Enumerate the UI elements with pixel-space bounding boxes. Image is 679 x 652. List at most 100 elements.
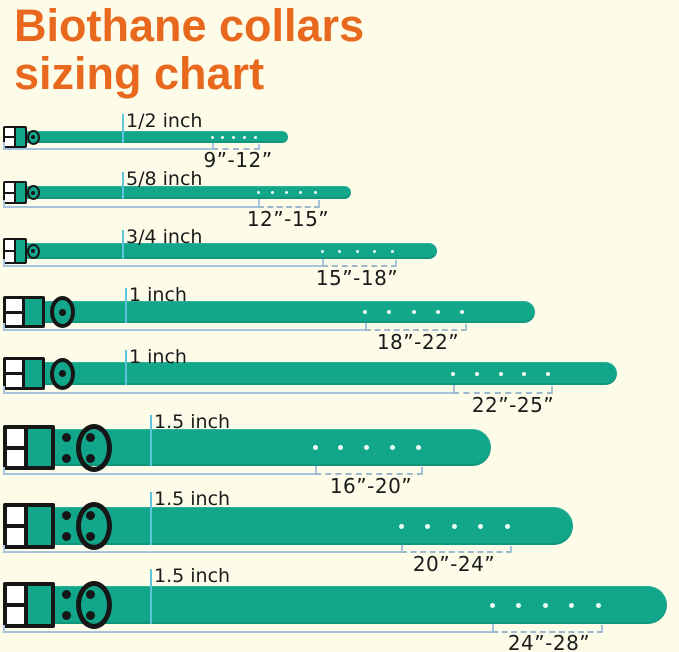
rivet-dot	[61, 432, 71, 442]
buckle-window-top	[6, 360, 22, 372]
bracket-dashed-line	[258, 206, 320, 208]
collar-strap	[4, 301, 535, 323]
collar-strap	[4, 586, 667, 624]
buckle-keeper	[16, 183, 25, 202]
collar-hole	[398, 523, 404, 529]
bracket-mid-tick	[258, 199, 260, 208]
buckle-keeper	[28, 429, 51, 466]
buckle-keeper	[16, 240, 25, 262]
d-ring	[76, 581, 112, 629]
collar-hole	[504, 523, 510, 529]
collar-hole	[390, 249, 394, 253]
width-tick	[125, 288, 127, 323]
bracket-dashed-line	[212, 148, 260, 150]
bracket-mid-tick	[365, 323, 367, 331]
bracket-left-tick	[3, 200, 5, 208]
size-range-label: 22”-25”	[471, 393, 555, 417]
rivet-dot	[61, 611, 71, 620]
buckle-window-top	[5, 240, 14, 250]
bracket-mid-tick	[315, 466, 317, 475]
rivet-dot	[61, 532, 71, 541]
collar-hole	[425, 523, 430, 529]
collar-hole	[435, 310, 440, 314]
bracket-line	[3, 551, 401, 553]
bracket-end-tick	[395, 260, 397, 267]
collar-hole	[542, 602, 548, 608]
bracket-line	[3, 473, 315, 475]
bracket-dashed-line	[322, 265, 397, 267]
bracket-dashed-line	[492, 631, 603, 633]
bracket-end-tick	[551, 386, 553, 394]
bracket-dashed-line	[315, 473, 423, 475]
collar-hole	[242, 135, 246, 139]
collar-hole	[338, 249, 341, 253]
collar-hole	[253, 135, 257, 139]
collar-hole	[355, 249, 359, 253]
bracket-end-tick	[318, 200, 320, 208]
bracket-line	[3, 265, 322, 267]
width-label: 1.5 inch	[154, 488, 231, 510]
width-tick	[150, 569, 152, 624]
size-range-label: 18”-22”	[376, 330, 460, 354]
bracket-end-tick	[510, 546, 512, 553]
bracket-end-tick	[601, 625, 603, 633]
bracket-mid-tick	[453, 385, 455, 394]
width-label: 3/4 inch	[126, 226, 203, 248]
bracket-dashed-line	[401, 551, 512, 553]
collar-hole	[389, 445, 395, 450]
rivet-dot	[61, 590, 71, 599]
buckle-window-top	[7, 429, 24, 446]
collar-hole	[522, 371, 527, 376]
width-tick	[150, 415, 152, 466]
ring-pin	[31, 135, 35, 139]
collar-strap	[4, 362, 617, 385]
bracket-line	[3, 329, 365, 331]
buckle-window-bottom	[6, 375, 22, 387]
buckle-window-top	[6, 299, 22, 311]
collar-strap	[4, 131, 288, 143]
collar-hole	[221, 135, 225, 139]
collar-strap	[4, 186, 351, 199]
collar-hole	[498, 371, 503, 376]
width-label: 1 inch	[129, 284, 187, 306]
bracket-left-tick	[3, 467, 5, 475]
bracket-left-tick	[3, 323, 5, 331]
buckle-keeper	[25, 360, 42, 387]
bracket-mid-tick	[401, 545, 403, 553]
buckle-window-bottom	[6, 313, 22, 325]
bracket-left-tick	[3, 142, 5, 150]
buckle-keeper	[25, 299, 42, 325]
collar-hole	[489, 602, 495, 608]
width-label: 1.5 inch	[154, 565, 231, 587]
width-label: 5/8 inch	[126, 168, 203, 190]
bracket-line	[3, 392, 453, 394]
collar-hole	[451, 523, 457, 529]
buckle-keeper	[28, 586, 51, 624]
bracket-left-tick	[3, 625, 5, 633]
d-ring	[76, 502, 112, 550]
bracket-line	[3, 631, 492, 633]
collar-hole	[338, 445, 344, 450]
size-range-label: 16”-20”	[329, 474, 413, 498]
buckle-window-bottom	[5, 193, 14, 202]
collar-hole	[256, 191, 260, 194]
buckle-window-bottom	[7, 607, 24, 624]
size-range-label: 15”-18”	[315, 266, 399, 290]
collar-hole	[474, 371, 479, 376]
collar-hole	[270, 191, 274, 194]
ring-pin	[31, 249, 35, 253]
bracket-end-tick	[465, 324, 467, 331]
bracket-dashed-line	[365, 329, 467, 331]
buckle-window-top	[7, 586, 24, 603]
collar-hole	[299, 191, 303, 194]
collar-hole	[363, 310, 367, 314]
collar-hole	[460, 310, 464, 314]
buckle-keeper	[16, 128, 25, 146]
page-title: Biothane collars sizing chart	[14, 2, 364, 98]
bracket-mid-tick	[492, 624, 494, 633]
collar-hole	[232, 135, 235, 139]
collar-strap	[4, 243, 437, 259]
collar-hole	[411, 310, 416, 314]
page-title-line2: sizing chart	[14, 48, 265, 99]
